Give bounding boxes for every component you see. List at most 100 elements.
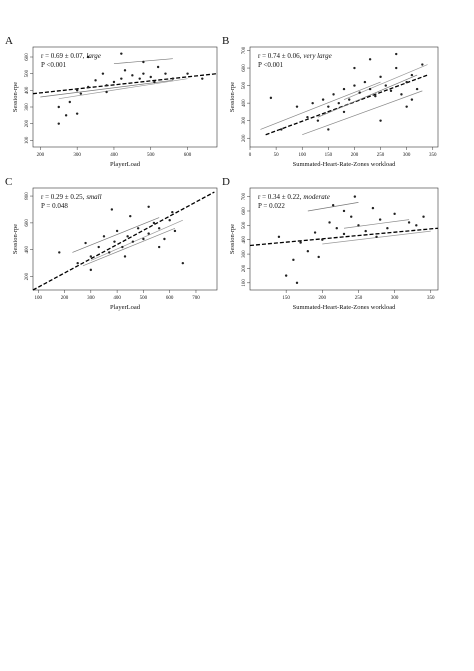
data-point (375, 235, 378, 239)
regression-line (82, 227, 176, 267)
y-tick-label: 400 (25, 245, 30, 253)
p-value: P <0.001 (41, 61, 67, 69)
data-point (342, 209, 346, 213)
data-point (335, 227, 338, 230)
data-point (395, 66, 398, 70)
x-tick-label: 0 (249, 153, 252, 158)
data-point (292, 258, 295, 262)
x-tick-label: 600 (184, 153, 192, 158)
data-point (421, 63, 424, 66)
plot-frame (249, 46, 439, 148)
y-tick-label: 600 (242, 64, 247, 72)
p-value: P = 0.022 (258, 202, 285, 210)
data-point (84, 241, 87, 245)
y-tick-label: 200 (25, 272, 30, 280)
data-point (415, 87, 419, 91)
plot-frame (32, 46, 218, 148)
data-point (353, 66, 356, 70)
data-point (142, 60, 145, 64)
y-tick-label: 300 (25, 103, 30, 111)
data-point (147, 205, 150, 208)
y-tick-label: 400 (242, 235, 247, 243)
y-axis-label: Session-rpe (229, 224, 236, 254)
data-point (138, 77, 141, 80)
data-point (284, 274, 288, 277)
data-point (153, 80, 156, 84)
data-point (129, 214, 132, 218)
data-point (342, 87, 346, 91)
annotation: r = 0.34 ± 0.22, moderate (258, 193, 330, 201)
x-tick-label: 400 (113, 296, 121, 301)
x-tick-label: 350 (429, 153, 437, 158)
x-tick-label: 300 (403, 153, 411, 158)
y-tick-label: 200 (242, 264, 247, 272)
annotation: r = 0.74 ± 0.06, very large (258, 52, 332, 60)
data-point (389, 89, 393, 93)
data-point (348, 98, 351, 101)
data-point (142, 72, 145, 75)
data-point (156, 65, 160, 69)
y-tick-label: 300 (242, 116, 247, 124)
y-tick-label: 500 (242, 221, 247, 229)
data-point (79, 92, 83, 95)
regression-line (249, 227, 439, 247)
data-point (316, 119, 320, 122)
regression-line (302, 90, 423, 136)
data-point (68, 100, 72, 104)
y-tick-label: 600 (25, 53, 30, 61)
y-tick-label: 800 (25, 192, 30, 200)
x-tick-label: 250 (355, 296, 363, 301)
data-point (181, 261, 185, 265)
data-point (306, 250, 310, 253)
data-point (327, 128, 330, 131)
data-point (384, 84, 387, 87)
y-tick-label: 700 (242, 192, 247, 200)
panel-label: B (222, 35, 229, 47)
data-point (407, 221, 411, 224)
data-point (168, 219, 171, 222)
data-point (121, 245, 124, 249)
data-point (87, 55, 90, 59)
y-tick-label: 200 (242, 134, 247, 142)
effect-text: small (86, 193, 101, 201)
data-point (94, 79, 97, 82)
y-tick-label: 700 (242, 46, 247, 54)
data-point (64, 114, 68, 117)
p-value: P <0.001 (258, 61, 284, 69)
y-axis-label: Session-rpe (12, 224, 19, 254)
x-axis-label: Summated-Heart-Rate-Zones workload (293, 161, 396, 168)
x-tick-label: 50 (274, 153, 280, 158)
data-point (353, 84, 356, 87)
data-point (400, 93, 403, 96)
data-point (157, 227, 161, 230)
data-point (142, 237, 145, 241)
y-tick-label: 400 (25, 86, 30, 94)
data-point (317, 255, 320, 259)
data-point (173, 229, 177, 233)
data-point (113, 240, 116, 243)
data-point (163, 237, 166, 241)
data-point (299, 241, 302, 244)
data-point (386, 227, 389, 230)
panel-label: C (5, 176, 12, 188)
x-tick-label: 500 (147, 153, 155, 158)
x-tick-label: 200 (37, 153, 45, 158)
data-point (342, 232, 346, 236)
data-point (108, 251, 111, 254)
data-point (57, 122, 60, 125)
data-point (342, 110, 346, 114)
data-point (368, 87, 372, 91)
x-axis-label: Summated-Heart-Rate-Zones workload (293, 304, 396, 311)
x-tick-label: 350 (427, 296, 435, 301)
y-tick-label: 200 (25, 119, 30, 127)
effect-text: large (86, 52, 101, 60)
data-point (410, 73, 414, 77)
regression-line (307, 202, 359, 212)
data-point (378, 218, 382, 221)
data-point (395, 52, 398, 56)
data-point (269, 96, 273, 100)
data-point (332, 93, 335, 96)
x-tick-label: 100 (35, 296, 43, 301)
regression-line (40, 79, 173, 98)
